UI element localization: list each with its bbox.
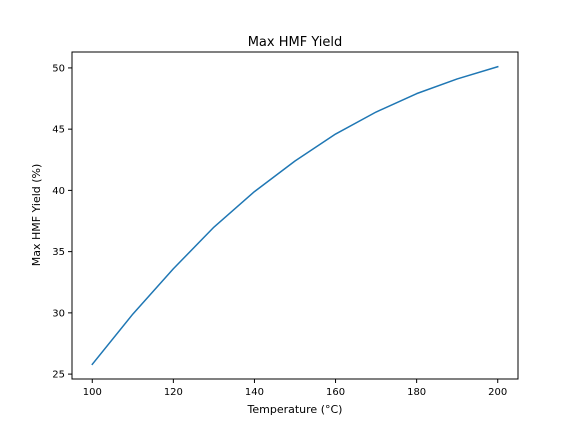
plot-frame: [71, 51, 519, 380]
y-tick-label: 25: [52, 370, 65, 381]
y-axis-label: Max HMF Yield (%): [30, 164, 43, 267]
y-tick-label: 45: [52, 125, 65, 136]
x-tick-label: 160: [326, 387, 345, 398]
y-tick-label: 40: [52, 186, 65, 197]
x-tick-label: 180: [407, 387, 426, 398]
chart-title: Max HMF Yield: [248, 35, 343, 50]
plot-area: 100 120 140 160 180 200 25 30 35 40 45 50: [52, 51, 519, 398]
y-tick-label: 35: [52, 247, 65, 258]
x-tick-label: 140: [245, 387, 264, 398]
series-line-0: [91, 65, 499, 366]
x-axis-label: Temperature (°C): [247, 403, 343, 416]
x-tick-label: 100: [83, 387, 102, 398]
x-tick-label: 120: [164, 387, 183, 398]
y-tick-label: 50: [52, 63, 65, 74]
x-tick-label: 200: [488, 387, 507, 398]
y-tick-label: 30: [52, 308, 65, 319]
